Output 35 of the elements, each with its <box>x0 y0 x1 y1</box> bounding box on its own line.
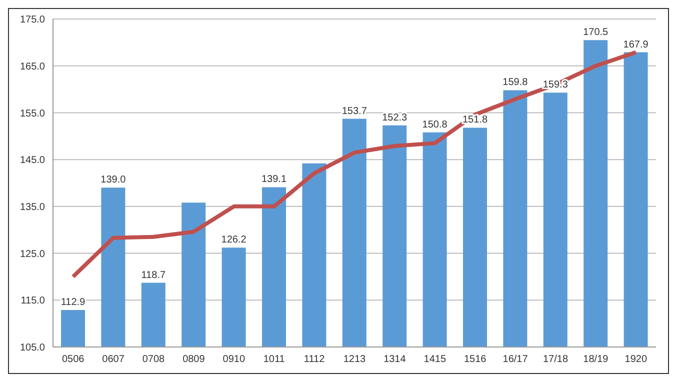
x-tick-label: 1415 <box>424 354 446 366</box>
x-tick-label: 18/19 <box>583 354 609 366</box>
data-label: 170.5 <box>583 27 609 38</box>
y-tick-label: 145.0 <box>20 155 46 166</box>
data-label: 126.2 <box>221 234 247 246</box>
x-tick-label: 0607 <box>102 354 125 366</box>
data-label: 153.7 <box>342 106 368 117</box>
x-tick-label: 1516 <box>464 354 487 366</box>
line-series <box>71 50 638 279</box>
data-label: 167.9 <box>623 39 649 50</box>
x-tick-label: 0809 <box>182 354 206 366</box>
x-tick-label: 1011 <box>263 354 286 366</box>
y-tick-label: 165.0 <box>20 61 46 72</box>
x-tick-label: 0708 <box>142 354 166 366</box>
y-tick-label: 175.0 <box>20 14 46 26</box>
y-tick-label: 115.0 <box>20 296 46 307</box>
y-tick-label: 125.0 <box>20 248 46 260</box>
x-tick-label: 0910 <box>222 354 246 366</box>
y-tick-label: 135.0 <box>20 202 46 213</box>
x-tick-label: 1112 <box>304 354 326 366</box>
x-tick-label: 16/17 <box>502 354 528 366</box>
y-tick-label: 105.0 <box>20 342 46 354</box>
data-label: 159.8 <box>502 77 528 88</box>
data-label: 150.8 <box>422 119 448 130</box>
data-label: 139.0 <box>100 174 126 186</box>
data-label: 112.9 <box>60 296 86 308</box>
x-tick-label: 1920 <box>624 354 648 366</box>
x-tick-label: 17/18 <box>542 354 568 366</box>
data-label: 152.3 <box>382 112 408 124</box>
x-tick-label: 1213 <box>343 354 366 366</box>
y-tick-label: 155.0 <box>20 108 46 120</box>
data-label: 118.7 <box>141 270 166 281</box>
data-label: 139.1 <box>261 174 287 186</box>
x-tick-label: 1314 <box>384 354 406 366</box>
x-tick-label: 0506 <box>62 354 85 366</box>
